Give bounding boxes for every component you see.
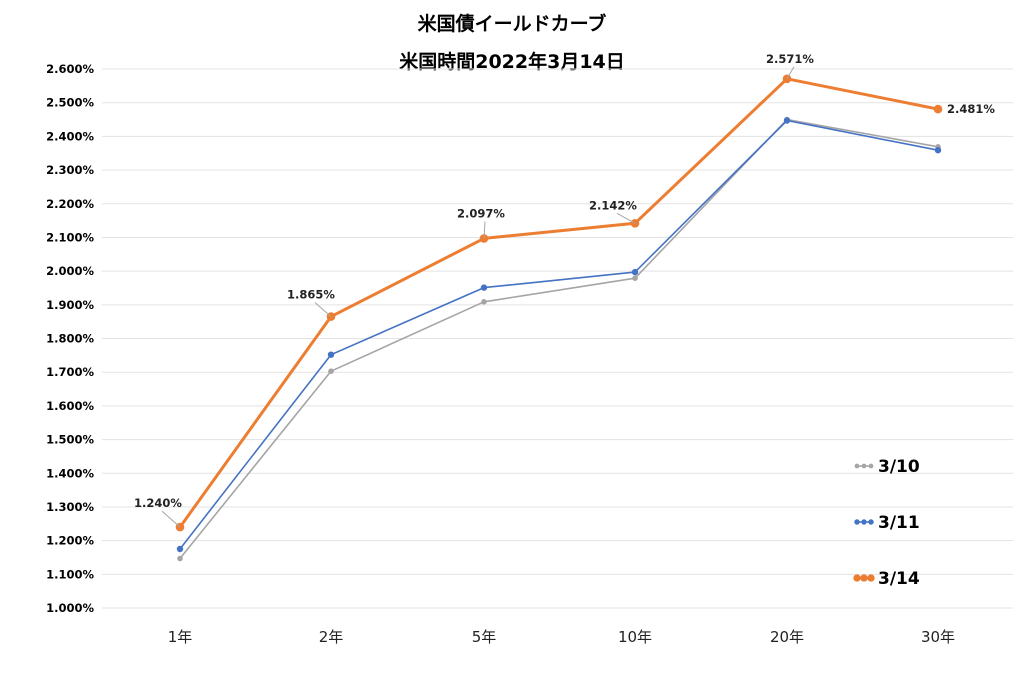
chart-subtitle: 米国時間2022年3月14日 — [399, 50, 625, 73]
data-label: 2.097% — [457, 206, 505, 220]
legend-swatch-marker — [868, 519, 874, 525]
data-labels: 1.240% 1.865% 2.097% 2.142% 2.571% 2.481% — [134, 52, 995, 528]
legend-swatch-marker — [854, 463, 860, 469]
x-tick-label: 10年 — [618, 628, 652, 646]
data-point — [327, 351, 335, 358]
data-point — [631, 268, 639, 276]
series-line — [179, 118, 939, 560]
data-label: 2.481% — [947, 102, 995, 116]
y-tick-label: 2.200% — [46, 197, 94, 211]
data-point — [177, 555, 183, 562]
data-point — [480, 284, 488, 291]
x-tick-label: 1年 — [168, 628, 193, 646]
x-axis: 1年 2年 5年 10年 20年 30年 — [168, 628, 955, 646]
legend-swatch-marker — [861, 519, 867, 525]
data-point — [328, 368, 334, 375]
series-3-11 — [176, 117, 942, 553]
leader-line — [786, 66, 795, 80]
legend-label: 3/10 — [878, 457, 920, 477]
legend-swatch-marker — [860, 574, 868, 582]
y-tick-label: 2.000% — [46, 264, 94, 278]
x-tick-label: 20年 — [770, 628, 804, 646]
legend-item: 3/11 — [854, 513, 920, 533]
data-label: 1.240% — [134, 496, 182, 510]
data-label: 2.142% — [589, 198, 637, 212]
y-axis: 1.000% 1.100% 1.200% 1.300% 1.400% 1.500% 1.60… — [46, 62, 94, 615]
data-point — [782, 74, 792, 84]
y-tick-label: 1.500% — [46, 433, 94, 447]
leader-line — [314, 302, 332, 317]
data-point — [783, 117, 791, 124]
x-tick-label: 30年 — [921, 628, 955, 646]
data-label: 1.865% — [287, 288, 335, 302]
series-line — [179, 119, 939, 550]
y-tick-label: 2.300% — [46, 163, 94, 177]
y-tick-label: 1.400% — [46, 466, 94, 480]
x-tick-label: 5年 — [472, 628, 497, 646]
series-3-14 — [175, 74, 943, 532]
legend-item: 3/14 — [853, 569, 920, 589]
y-tick-label: 1.800% — [46, 332, 94, 346]
chart-title: 米国債イールドカーブ — [418, 12, 607, 35]
data-point — [630, 219, 640, 228]
x-tick-label: 2年 — [319, 628, 344, 646]
legend-swatch-marker — [854, 519, 860, 525]
y-tick-label: 1.200% — [46, 534, 94, 548]
data-point — [632, 275, 638, 282]
legend-swatch-marker — [867, 574, 875, 582]
data-label: 2.571% — [766, 52, 814, 66]
y-tick-label: 2.600% — [46, 62, 94, 76]
legend-label: 3/14 — [878, 569, 920, 589]
leader-line — [483, 221, 486, 239]
series-lines — [175, 74, 943, 562]
legend-swatch-marker — [868, 463, 874, 469]
y-tick-label: 1.300% — [46, 500, 94, 514]
leader-line — [161, 510, 181, 528]
data-point — [481, 299, 487, 305]
y-tick-label: 1.600% — [46, 399, 94, 413]
y-tick-label: 1.100% — [46, 567, 94, 581]
leader-line — [616, 212, 636, 224]
legend-swatch-marker — [861, 463, 867, 469]
legend-label: 3/11 — [878, 513, 920, 533]
y-tick-label: 2.500% — [46, 96, 94, 110]
series-line — [178, 77, 939, 528]
data-point — [933, 104, 943, 114]
legend: 3/10 3/11 3/14 — [853, 457, 920, 589]
gridlines — [102, 68, 1013, 609]
y-tick-label: 1.000% — [46, 601, 94, 615]
legend-item: 3/10 — [854, 457, 920, 477]
y-tick-label: 2.100% — [46, 230, 94, 244]
y-tick-label: 1.700% — [46, 365, 94, 379]
legend-swatch-marker — [853, 574, 861, 582]
y-tick-label: 2.400% — [46, 129, 94, 143]
y-tick-label: 1.900% — [46, 298, 94, 312]
data-point — [176, 545, 184, 553]
data-point — [934, 147, 942, 154]
